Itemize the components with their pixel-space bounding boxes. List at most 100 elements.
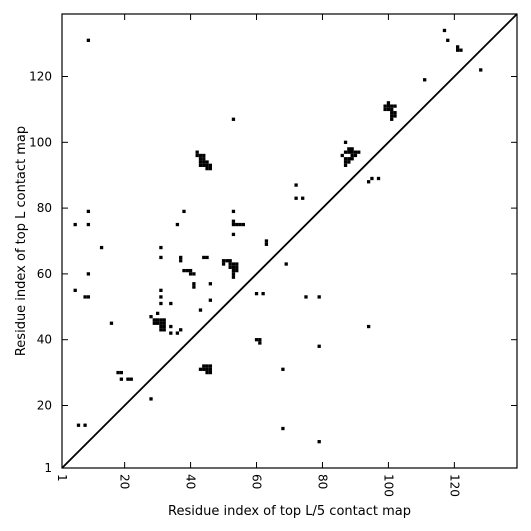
contact-point [376, 176, 381, 181]
contact-point [169, 301, 173, 306]
contact-point [235, 265, 239, 269]
contact-point [281, 426, 285, 431]
y-tick-label: 40 [37, 333, 52, 347]
contact-point [390, 111, 394, 115]
contact-point [357, 150, 361, 154]
contact-point [383, 104, 387, 108]
contact-point [159, 321, 163, 325]
plot-frame [61, 13, 518, 469]
contact-point [343, 150, 348, 154]
contact-point [159, 288, 163, 292]
contact-point [129, 377, 133, 381]
contact-point [383, 107, 387, 112]
x-tick-label: 80 [315, 474, 329, 489]
contact-point [198, 163, 203, 167]
contact-point [261, 291, 265, 296]
contact-point [228, 259, 232, 263]
contact-point [152, 318, 156, 322]
contact-point [188, 268, 193, 273]
contact-point [185, 268, 189, 273]
contact-point [231, 268, 236, 273]
contact-point [169, 324, 173, 329]
contact-point [347, 160, 351, 164]
contact-point [393, 111, 397, 115]
contact-point [225, 259, 229, 263]
contact-point [340, 153, 344, 158]
contact-point [366, 324, 371, 329]
contact-point [99, 245, 104, 250]
contact-point [343, 163, 348, 167]
contact-point [231, 219, 236, 223]
contact-point [235, 222, 239, 227]
contact-point [192, 282, 196, 286]
contact-point [228, 265, 232, 269]
contact-point [179, 328, 183, 332]
contact-point [159, 255, 163, 260]
contact-point [208, 298, 213, 302]
contact-point [258, 341, 262, 345]
contact-point [202, 157, 206, 161]
contact-point [162, 318, 166, 322]
contact-point [386, 107, 391, 112]
contact-point [182, 209, 186, 214]
contact-point [205, 163, 209, 167]
contact-point [317, 440, 321, 444]
contact-point [149, 315, 153, 319]
contact-point [231, 117, 236, 121]
contact-point [155, 311, 160, 316]
contact-point [350, 147, 354, 151]
contact-point [231, 272, 236, 276]
x-tick-label: 60 [250, 474, 264, 489]
contact-point [155, 321, 160, 325]
y-tick-label: 60 [37, 267, 52, 281]
contact-point [73, 222, 77, 227]
contact-point [231, 222, 236, 227]
contact-point [208, 163, 213, 167]
contact-point [202, 160, 206, 164]
contact-point [159, 245, 163, 250]
contact-point [175, 331, 180, 335]
contact-point [208, 364, 213, 368]
contact-point [162, 328, 166, 332]
contact-point [231, 232, 236, 237]
contact-point [179, 259, 183, 263]
contact-markers [73, 28, 483, 444]
contact-point [208, 166, 213, 171]
contact-point [119, 370, 123, 375]
y-tick-label: 100 [29, 135, 52, 149]
contact-point [152, 321, 156, 325]
contact-point [231, 275, 236, 279]
contact-point [254, 338, 259, 342]
contact-point [281, 367, 285, 371]
contact-point [198, 308, 203, 312]
contact-point [86, 38, 91, 42]
contact-point [304, 295, 308, 299]
contact-point [159, 328, 163, 332]
y-tick-label: 20 [37, 398, 52, 412]
contact-point [159, 295, 163, 299]
contact-point [264, 239, 269, 243]
contact-point [353, 150, 358, 154]
contact-point [479, 68, 483, 72]
contact-point [456, 45, 460, 49]
y-tick-label: 120 [29, 70, 52, 84]
contact-point [350, 153, 354, 158]
contact-point [264, 242, 269, 246]
contact-point [343, 157, 348, 161]
contact-point [149, 397, 153, 401]
contact-point [182, 268, 186, 273]
contact-point [205, 367, 209, 371]
contact-point [284, 262, 288, 266]
contact-point [86, 272, 91, 276]
contact-point [205, 160, 209, 164]
contact-point [386, 101, 391, 105]
contact-point [162, 324, 166, 329]
contact-point [208, 367, 213, 371]
contact-point [393, 104, 397, 108]
contact-point [231, 262, 236, 266]
contact-point [442, 28, 447, 33]
contact-point [73, 288, 77, 292]
contact-point [119, 377, 123, 381]
contact-point [347, 150, 351, 154]
